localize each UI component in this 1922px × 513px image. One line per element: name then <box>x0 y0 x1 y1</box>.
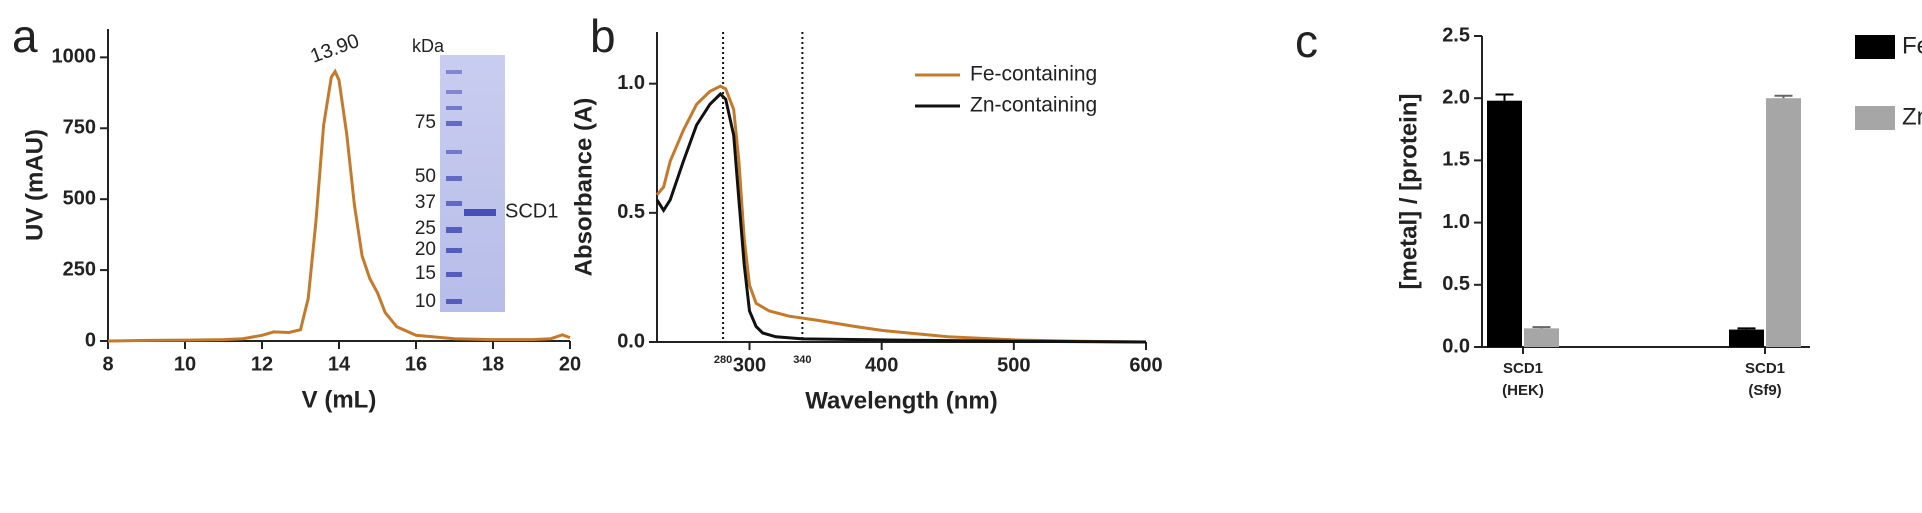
panel-label: a <box>12 10 38 62</box>
gel-marker-label: 37 <box>415 192 436 213</box>
y-tick-label: 0.5 <box>1442 273 1470 295</box>
y-tick-label: 0.0 <box>617 330 645 352</box>
y-axis-title: Absorbance (A) <box>570 98 597 277</box>
x-tick-label: 12 <box>251 353 273 375</box>
y-axis-title: [metal] / [protein] <box>1395 94 1422 290</box>
data-line <box>107 68 571 343</box>
y-tick-label: 1.5 <box>1442 149 1470 171</box>
legend-label: Zn-containing <box>970 94 1097 117</box>
bar <box>1524 328 1559 347</box>
gel-marker-label: 10 <box>415 291 436 312</box>
bar <box>1729 329 1764 347</box>
y-tick-label: 1000 <box>52 46 97 68</box>
x-tick-label: 20 <box>559 353 581 375</box>
x-axis-title: V (mL) <box>302 386 377 413</box>
reference-label: 280 <box>714 354 732 366</box>
y-tick-label: 0.5 <box>617 201 645 223</box>
bar <box>1766 98 1801 347</box>
x-tick-label: 16 <box>405 353 427 375</box>
gel-marker-label: 25 <box>415 218 436 239</box>
data-line <box>655 84 1147 344</box>
panel-label: c <box>1295 15 1318 67</box>
y-tick-label: 2.0 <box>1442 86 1470 108</box>
gel-marker-label: 75 <box>415 112 436 133</box>
y-axis-title: UV (mAU) <box>21 129 48 241</box>
y-tick-label: 1.0 <box>1442 211 1470 233</box>
gel-title: kDa <box>412 36 445 56</box>
y-tick-label: 750 <box>63 117 96 139</box>
legend-swatch <box>1855 106 1895 130</box>
y-tick-label: 0 <box>85 329 96 351</box>
gel-bands <box>446 70 496 304</box>
x-tick-label: SCD1 <box>1745 360 1785 377</box>
x-tick-label: (Sf9) <box>1748 382 1781 399</box>
reference-label: 340 <box>793 354 811 366</box>
y-tick-label: 0.0 <box>1442 335 1470 357</box>
legend-label: Zn <box>1902 103 1922 130</box>
legend-swatch <box>1855 35 1895 59</box>
y-tick-label: 1.0 <box>617 72 645 94</box>
peak-annotation: 13.90 <box>308 30 363 68</box>
x-tick-label: 500 <box>997 354 1030 376</box>
y-tick-label: 500 <box>63 187 96 209</box>
x-axis-title: Wavelength (nm) <box>805 387 997 414</box>
x-tick-label: (HEK) <box>1502 382 1544 399</box>
x-tick-label: SCD1 <box>1503 360 1543 377</box>
panel-label: b <box>590 10 616 62</box>
x-tick-label: 400 <box>865 354 898 376</box>
legend-label: Fe <box>1902 32 1922 59</box>
x-tick-label: 600 <box>1129 354 1162 376</box>
gel-image <box>440 55 505 312</box>
x-tick-label: 8 <box>102 353 113 375</box>
legend-label: Fe-containing <box>970 63 1097 86</box>
x-tick-label: 300 <box>733 354 766 376</box>
bar <box>1487 100 1522 347</box>
error-bar <box>1774 94 1793 99</box>
error-bar <box>1737 327 1756 330</box>
y-tick-label: 2.5 <box>1442 24 1470 46</box>
gel-marker-label: 15 <box>415 263 436 284</box>
error-bar <box>1495 93 1514 101</box>
x-tick-label: 10 <box>174 353 196 375</box>
y-tick-label: 250 <box>63 258 96 280</box>
error-bar <box>1532 326 1551 329</box>
x-tick-label: 14 <box>328 353 351 375</box>
gel-band-label: SCD1 <box>505 200 558 222</box>
data-line <box>655 91 1147 344</box>
gel-marker-label: 20 <box>415 239 436 260</box>
gel-marker-label: 50 <box>415 166 436 187</box>
x-tick-label: 18 <box>482 353 504 375</box>
